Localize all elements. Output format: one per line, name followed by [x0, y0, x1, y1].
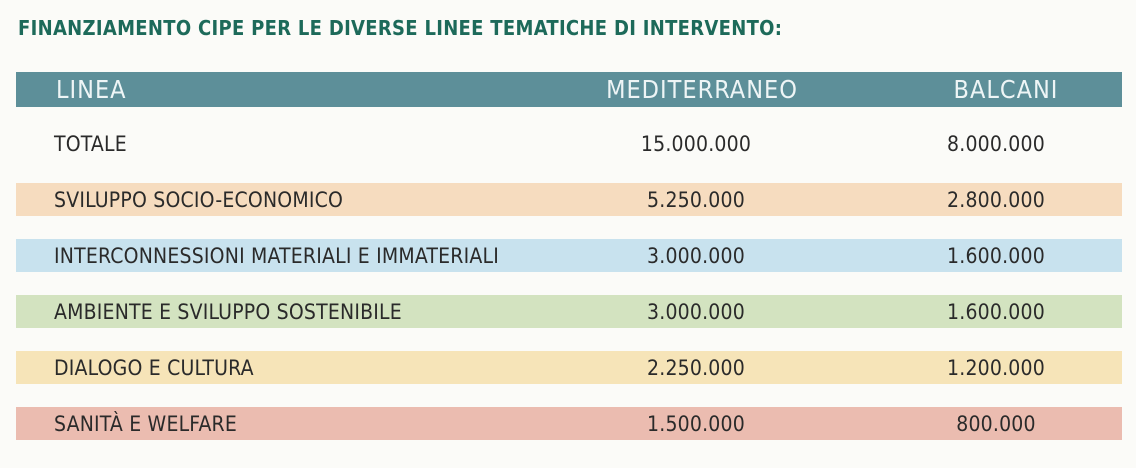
cell-mediterraneo: 5.250.000	[647, 187, 745, 212]
cell-mediterraneo: 3.000.000	[647, 243, 745, 268]
header-mediterraneo: MEDITERRANEO	[606, 75, 798, 104]
cell-linea: INTERCONNESSIONI MATERIALI E IMMATERIALI	[54, 243, 499, 268]
cell-balcani: 800.000	[956, 411, 1036, 436]
table-row: TOTALE 15.000.000 8.000.000	[16, 127, 1122, 160]
funding-table: LINEA MEDITERRANEO BALCANI TOTALE 15.000…	[16, 72, 1122, 440]
cell-linea: TOTALE	[54, 131, 127, 156]
cell-mediterraneo: 1.500.000	[647, 411, 745, 436]
header-balcani: BALCANI	[953, 75, 1059, 104]
cell-balcani: 8.000.000	[947, 131, 1045, 156]
page-title: FINANZIAMENTO CIPE PER LE DIVERSE LINEE …	[18, 16, 783, 40]
cell-linea: SANITÀ E WELFARE	[54, 411, 238, 436]
cell-balcani: 1.200.000	[947, 355, 1045, 380]
table-header: LINEA MEDITERRANEO BALCANI	[16, 72, 1122, 107]
cell-balcani: 1.600.000	[947, 299, 1045, 324]
cell-balcani: 1.600.000	[947, 243, 1045, 268]
table-row: SANITÀ E WELFARE 1.500.000 800.000	[16, 407, 1122, 440]
cell-linea: DIALOGO E CULTURA	[54, 355, 254, 380]
cell-balcani: 2.800.000	[947, 187, 1045, 212]
table-row: INTERCONNESSIONI MATERIALI E IMMATERIALI…	[16, 239, 1122, 272]
cell-linea: AMBIENTE E SVILUPPO SOSTENIBILE	[54, 299, 402, 324]
cell-mediterraneo: 3.000.000	[647, 299, 745, 324]
cell-linea: SVILUPPO SOCIO-ECONOMICO	[54, 187, 344, 212]
table-row: SVILUPPO SOCIO-ECONOMICO 5.250.000 2.800…	[16, 183, 1122, 216]
table-row: AMBIENTE E SVILUPPO SOSTENIBILE 3.000.00…	[16, 295, 1122, 328]
table-row: DIALOGO E CULTURA 2.250.000 1.200.000	[16, 351, 1122, 384]
cell-mediterraneo: 15.000.000	[640, 131, 752, 156]
header-linea: LINEA	[56, 75, 127, 104]
cell-mediterraneo: 2.250.000	[647, 355, 745, 380]
